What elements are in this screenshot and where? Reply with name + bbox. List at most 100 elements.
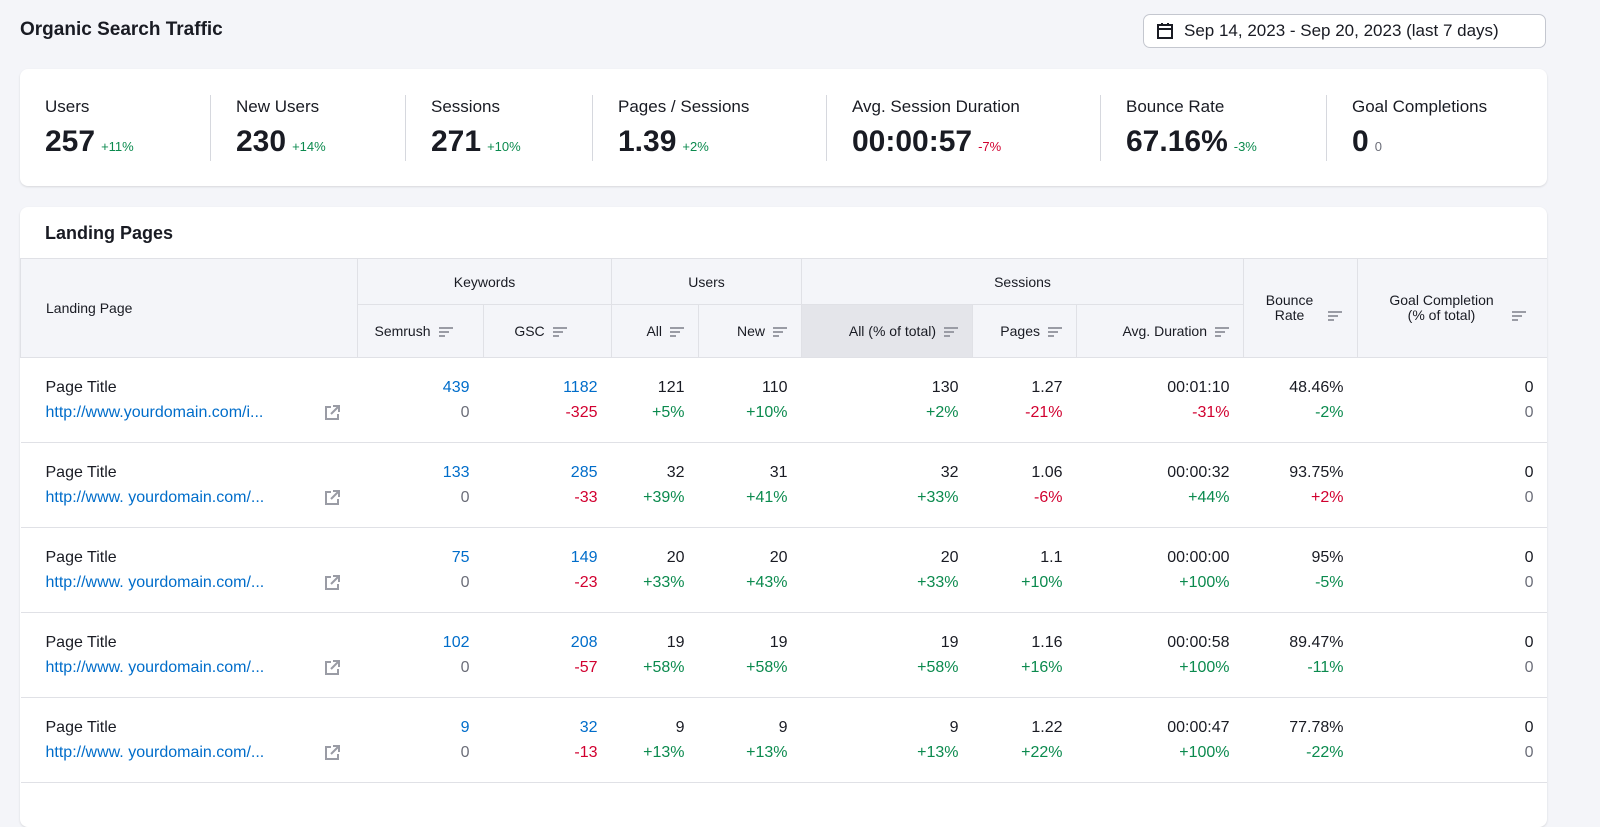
cell-6: 00:00:00 +100% — [1076, 527, 1244, 613]
cell-4: 130 +2% — [801, 357, 973, 443]
kpi-value: 1.39 — [618, 125, 677, 158]
cell-4: 32 +33% — [801, 442, 973, 528]
kpi-3: Pages / Sessions 1.39 +2% — [592, 95, 826, 161]
kpi-delta: +14% — [292, 139, 326, 154]
sort-icon — [438, 325, 453, 339]
table-row: Page Title http://www. yourdomain.com/...… — [20, 697, 1547, 783]
external-link-icon[interactable] — [323, 659, 341, 677]
cell-2: 9 +13% — [611, 697, 699, 783]
external-link-icon[interactable] — [323, 744, 341, 762]
col-landing-page: Landing Page — [20, 258, 358, 358]
page-title-text: Page Title — [45, 549, 117, 566]
page-title-text: Page Title — [45, 464, 117, 481]
cell-4: 9 +13% — [801, 697, 973, 783]
cell-1: 1182 -325 — [483, 357, 612, 443]
sort-icon — [552, 325, 567, 339]
kpi-1: New Users 230 +14% — [210, 95, 405, 161]
table-row: Page Title http://www. yourdomain.com/...… — [20, 442, 1547, 528]
sort-icon — [944, 325, 958, 339]
landing-pages-title: Landing Pages — [45, 223, 174, 243]
col-goal-completion[interactable]: Goal Completion (% of total) — [1357, 258, 1547, 358]
col-bounce-rate[interactable]: Bounce Rate — [1243, 258, 1359, 358]
cell-4: 19 +58% — [801, 612, 973, 698]
cell-4: 20 +33% — [801, 527, 973, 613]
cell-1: 149 -23 — [483, 527, 612, 613]
page-title: Organic Search Traffic — [20, 19, 223, 40]
external-link-icon[interactable] — [323, 489, 341, 507]
date-range-picker[interactable]: Sep 14, 2023 - Sep 20, 2023 (last 7 days… — [1143, 14, 1546, 48]
cell-5: 1.27 -21% — [972, 357, 1077, 443]
cell-5: 1.1 +10% — [972, 527, 1077, 613]
cell-3: 9 +13% — [698, 697, 802, 783]
kpi-label: Goal Completions — [1352, 97, 1488, 116]
cell-7: 77.78% -22% — [1243, 697, 1358, 783]
cell-1: 208 -57 — [483, 612, 612, 698]
cell-7: 48.46% -2% — [1243, 357, 1358, 443]
kpi-value: 00:00:57 — [852, 125, 973, 158]
cell-3: 31 +41% — [698, 442, 802, 528]
sort-column-4[interactable]: All (% of total) — [801, 304, 973, 358]
landing-pages-table: Landing Page Keywords Users Sessions Bou… — [20, 258, 1547, 783]
kpi-label: Avg. Session Duration — [852, 97, 1020, 116]
external-link-icon[interactable] — [323, 574, 341, 592]
cell-2: 20 +33% — [611, 527, 699, 613]
cell-0: 133 0 — [357, 442, 484, 528]
kpi-label: New Users — [236, 97, 320, 116]
sort-icon — [1048, 325, 1062, 339]
kpi-value: 230 — [236, 125, 287, 158]
page-url-link[interactable]: http://www. yourdomain.com/... — [45, 744, 265, 761]
table-row: Page Title http://www. yourdomain.com/...… — [20, 612, 1547, 698]
landing-pages-card: Landing Pages Landing Page Keywords User… — [20, 207, 1547, 827]
kpi-delta: +11% — [101, 139, 134, 154]
kpi-delta: -3% — [1233, 139, 1257, 154]
page-title-text: Page Title — [45, 634, 117, 651]
external-link-icon[interactable] — [323, 404, 341, 422]
cell-1: 32 -13 — [483, 697, 612, 783]
sort-column-0[interactable]: Semrush — [357, 304, 484, 358]
calendar-icon — [1157, 23, 1173, 39]
kpi-label: Sessions — [431, 97, 500, 116]
sort-column-2[interactable]: All — [611, 304, 699, 358]
sort-column-3[interactable]: New — [698, 304, 802, 358]
kpi-2: Sessions 271 +10% — [405, 95, 592, 161]
sort-column-5[interactable]: Pages — [972, 304, 1077, 358]
page-url-link[interactable]: http://www. yourdomain.com/... — [45, 574, 265, 591]
cell-0: 102 0 — [357, 612, 484, 698]
cell-3: 110 +10% — [698, 357, 802, 443]
kpi-label: Pages / Sessions — [618, 97, 750, 116]
sort-column-1[interactable]: GSC — [483, 304, 612, 358]
page-title-text: Page Title — [45, 379, 117, 396]
kpi-label: Bounce Rate — [1126, 97, 1225, 116]
cell-0: 75 0 — [357, 527, 484, 613]
kpi-summary: Users 257 +11% New Users 230 +14% Sessions 271 +… — [20, 69, 1547, 186]
page-url-link[interactable]: http://www. yourdomain.com/... — [45, 489, 265, 506]
cell-6: 00:00:58 +100% — [1076, 612, 1244, 698]
cell-2: 32 +39% — [611, 442, 699, 528]
kpi-value: 271 — [431, 125, 482, 158]
cell-6: 00:01:10 -31% — [1076, 357, 1244, 443]
page-title-text: Page Title — [45, 719, 117, 736]
cell-2: 19 +58% — [611, 612, 699, 698]
cell-7: 95% -5% — [1243, 527, 1358, 613]
kpi-delta: +2% — [682, 139, 709, 154]
cell-5: 1.16 +16% — [972, 612, 1077, 698]
page-url-link[interactable]: http://www.yourdomain.com/i... — [45, 404, 264, 421]
sort-column-6[interactable]: Avg. Duration — [1075, 304, 1245, 358]
sort-icon — [1215, 325, 1230, 339]
cell-5: 1.22 +22% — [972, 697, 1077, 783]
sort-icon — [1327, 309, 1342, 323]
date-range-label: Sep 14, 2023 - Sep 20, 2023 (last 7 days… — [1184, 21, 1499, 40]
cell-2: 121 +5% — [611, 357, 699, 443]
page-url-link[interactable]: http://www. yourdomain.com/... — [45, 659, 265, 676]
cell-5: 1.06 -6% — [972, 442, 1077, 528]
cell-0: 439 0 — [357, 357, 484, 443]
group-sessions: Sessions — [800, 258, 1245, 305]
cell-7: 93.75% +2% — [1243, 442, 1358, 528]
group-users: Users — [611, 258, 802, 305]
cell-6: 00:00:32 +44% — [1076, 442, 1244, 528]
